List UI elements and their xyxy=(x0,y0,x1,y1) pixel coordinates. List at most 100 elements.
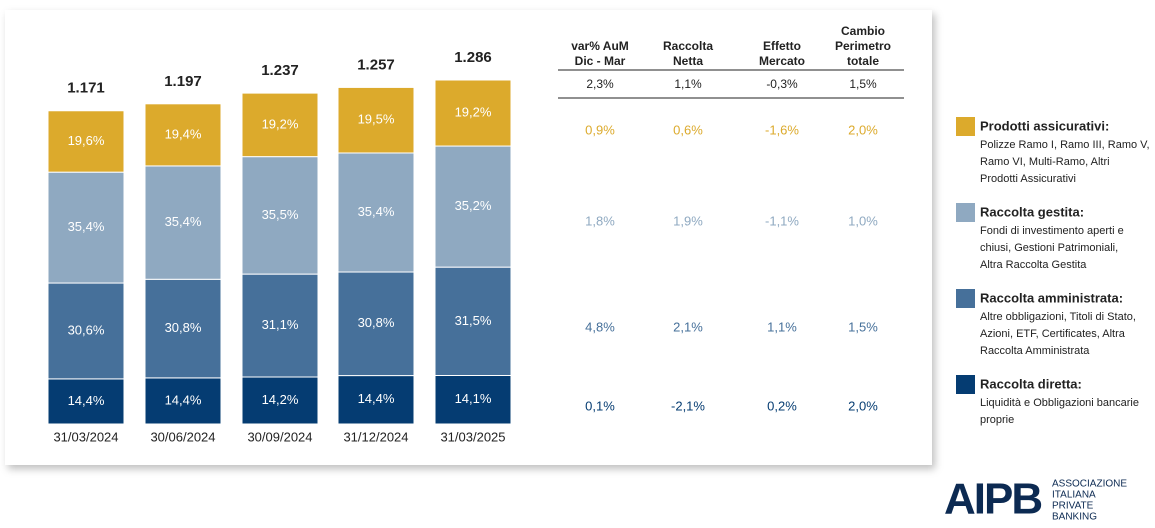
segment-label: 14,4% xyxy=(358,391,395,406)
total-label: 1.237 xyxy=(261,62,299,79)
legend-swatch xyxy=(956,289,975,308)
table-header: Dic - Mar xyxy=(575,54,626,68)
legend-name: Raccolta amministrata: xyxy=(980,290,1123,305)
legend-description: Azioni, ETF, Certificates, Altra xyxy=(980,328,1126,340)
legend-description: Prodotti Assicurativi xyxy=(980,173,1076,185)
legend-description: Altre obbligazioni, Titoli di Stato, xyxy=(980,311,1136,323)
bar-segment xyxy=(144,103,222,167)
bar-segment xyxy=(434,374,512,425)
table-header: totale xyxy=(847,54,879,68)
bar-segment xyxy=(337,152,415,273)
legend-description: Raccolta Amministrata xyxy=(980,345,1090,357)
bar-segment xyxy=(47,282,125,380)
legend-swatch xyxy=(956,203,975,222)
legend-description: proprie xyxy=(980,414,1014,426)
legend-description: Ramo VI, Multi-Ramo, Altri xyxy=(980,156,1110,168)
segment-label: 35,2% xyxy=(455,198,492,213)
legend-description: chiusi, Gestioni Patrimoniali, xyxy=(980,242,1118,254)
table-header: Perimetro xyxy=(835,39,891,53)
legend-name: Raccolta gestita: xyxy=(980,204,1084,219)
table-cell: 0,9% xyxy=(585,122,615,137)
logo-text: PRIVATE xyxy=(1052,501,1094,512)
table-cell: 1,5% xyxy=(849,77,877,91)
total-label: 1.197 xyxy=(164,73,202,90)
segment-label: 19,2% xyxy=(262,116,299,131)
bar-segment xyxy=(241,376,319,425)
table-cell: 0,1% xyxy=(585,398,615,413)
segment-label: 31,1% xyxy=(262,317,299,332)
legend-description: Polizze Ramo I, Ramo III, Ramo V, xyxy=(980,139,1150,151)
table-cell: 0,6% xyxy=(673,122,703,137)
logo-text: ASSOCIAZIONE xyxy=(1052,479,1127,490)
bar-segment xyxy=(144,165,222,280)
table-cell: 2,1% xyxy=(673,319,703,334)
table-cell: -1,1% xyxy=(765,213,799,228)
segment-label: 35,4% xyxy=(165,214,202,229)
total-label: 1.257 xyxy=(357,57,395,74)
legend-swatch xyxy=(956,117,975,136)
segment-label: 14,4% xyxy=(68,393,105,408)
x-tick-label: 30/06/2024 xyxy=(150,429,215,444)
table-header: Raccolta xyxy=(663,39,713,53)
bar-segment xyxy=(434,266,512,376)
total-label: 1.171 xyxy=(67,80,105,97)
segment-label: 19,5% xyxy=(358,112,395,127)
table-cell: 1,1% xyxy=(674,77,702,91)
bar-segment xyxy=(337,375,415,425)
table-header: var% AuM xyxy=(571,39,629,53)
segment-label: 19,4% xyxy=(165,126,202,141)
bar-segment xyxy=(47,378,125,425)
table-cell: 1,8% xyxy=(585,213,615,228)
segment-label: 14,4% xyxy=(165,392,202,407)
logo-text: BANKING xyxy=(1052,512,1097,523)
logo-text: ITALIANA xyxy=(1052,490,1096,501)
x-tick-label: 31/03/2025 xyxy=(440,429,505,444)
bar-segment xyxy=(337,86,415,154)
table-cell: -2,1% xyxy=(671,398,705,413)
segment-label: 14,2% xyxy=(262,392,299,407)
legend-name: Prodotti assicurativi: xyxy=(980,118,1109,133)
table-cell: 2,3% xyxy=(586,77,614,91)
segment-label: 30,8% xyxy=(358,315,395,330)
segment-label: 35,4% xyxy=(358,204,395,219)
segment-label: 31,5% xyxy=(455,313,492,328)
table-cell: 0,2% xyxy=(767,398,797,413)
segment-label: 30,6% xyxy=(68,322,105,337)
table-header: Netta xyxy=(673,54,703,68)
segment-label: 19,6% xyxy=(68,133,105,148)
table-cell: -0,3% xyxy=(766,77,798,91)
bar-segment xyxy=(47,110,125,173)
table-cell: 2,0% xyxy=(848,398,878,413)
segment-label: 14,1% xyxy=(455,391,492,406)
table-header: Effetto xyxy=(763,39,801,53)
x-tick-label: 31/03/2024 xyxy=(53,429,118,444)
table-header: Mercato xyxy=(759,54,805,68)
table-cell: 4,8% xyxy=(585,319,615,334)
legend-swatch xyxy=(956,375,975,394)
table-cell: 1,5% xyxy=(848,319,878,334)
segment-label: 30,8% xyxy=(165,320,202,335)
segment-label: 19,2% xyxy=(455,104,492,119)
table-cell: 2,0% xyxy=(848,122,878,137)
bar-segment xyxy=(241,273,319,378)
logo-mark: AIPB xyxy=(944,475,1041,524)
table-header: Cambio xyxy=(841,24,885,38)
x-tick-label: 31/12/2024 xyxy=(343,429,408,444)
table-cell: 1,9% xyxy=(673,213,703,228)
segment-label: 35,4% xyxy=(68,219,105,234)
legend-description: Altra Raccolta Gestita xyxy=(980,259,1087,271)
segment-label: 35,5% xyxy=(262,207,299,222)
table-cell: 1,0% xyxy=(848,213,878,228)
bar-segment xyxy=(337,271,415,377)
legend-name: Raccolta diretta: xyxy=(980,376,1082,391)
total-label: 1.286 xyxy=(454,49,492,66)
bar-segment xyxy=(434,145,512,268)
x-tick-label: 30/09/2024 xyxy=(247,429,312,444)
bar-segment xyxy=(434,79,512,147)
bar-segment xyxy=(241,156,319,275)
bar-segment xyxy=(241,92,319,158)
table-cell: 1,1% xyxy=(767,319,797,334)
table-cell: -1,6% xyxy=(765,122,799,137)
legend-description: Fondi di investimento aperti e xyxy=(980,225,1124,237)
